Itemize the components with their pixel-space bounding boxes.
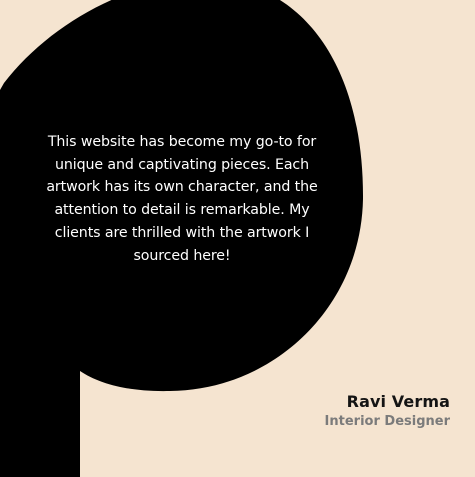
author-title: Interior Designer bbox=[324, 414, 450, 429]
author-name: Ravi Verma bbox=[346, 392, 450, 411]
testimonial-quote: This website has become my go-to for uni… bbox=[46, 134, 318, 264]
quote-bubble bbox=[0, 0, 364, 477]
